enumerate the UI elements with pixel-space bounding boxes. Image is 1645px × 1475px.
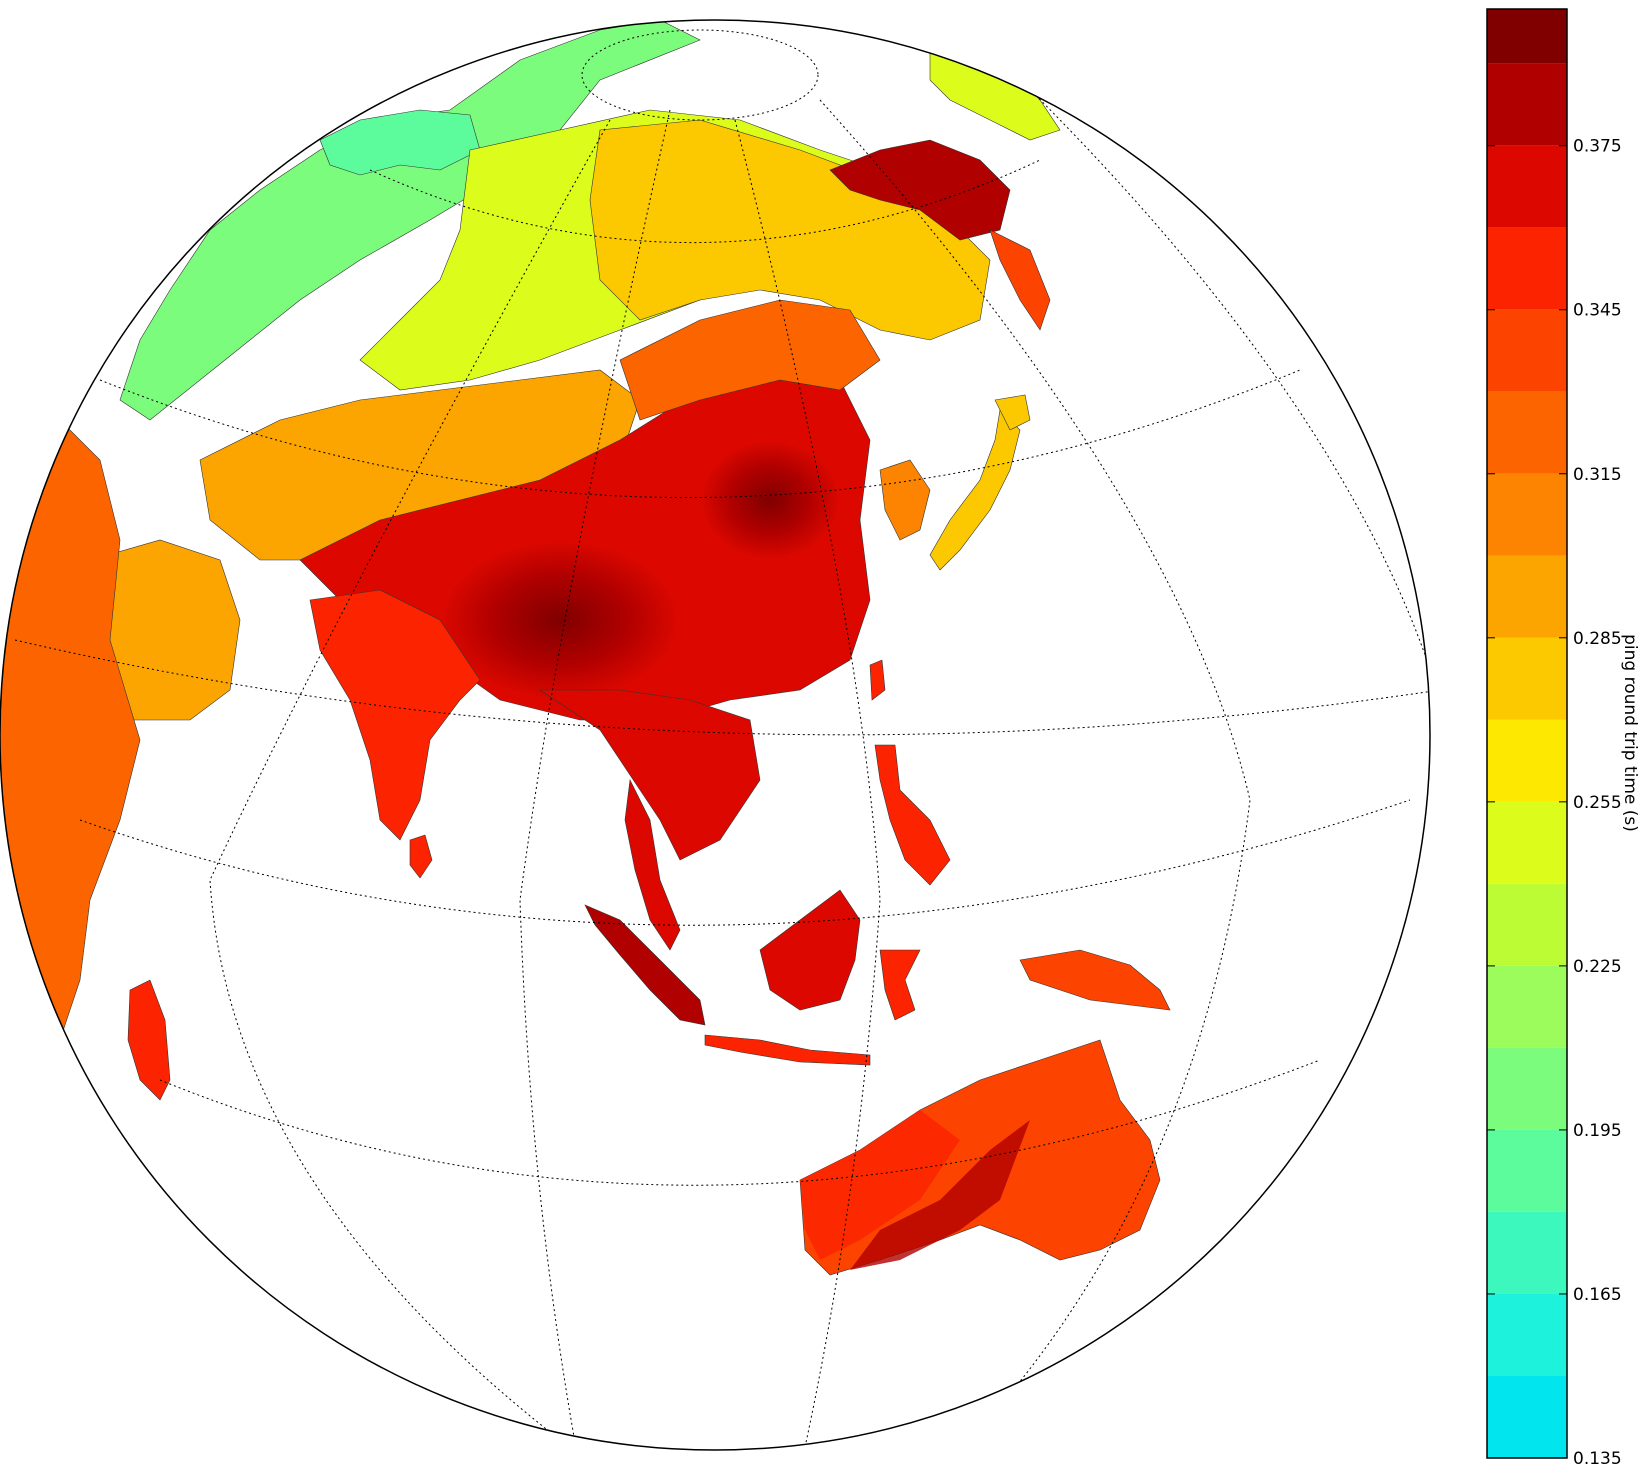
colorbar-band bbox=[1487, 1129, 1567, 1212]
colorbar-band bbox=[1487, 63, 1567, 146]
heat-core-north-china bbox=[700, 440, 840, 560]
colorbar-tick-label: 0.225 bbox=[1573, 957, 1622, 977]
colorbar-label: ping round trip time (s) bbox=[1620, 634, 1640, 832]
land-new-guinea bbox=[1019, 949, 1171, 1011]
colorbar-tick-label: 0.135 bbox=[1573, 1449, 1622, 1469]
colorbar-tick-label: 0.345 bbox=[1573, 301, 1622, 321]
land-far-east bbox=[829, 139, 1011, 241]
colorbar-tick-label: 0.375 bbox=[1573, 137, 1622, 157]
land-kamchatka bbox=[989, 229, 1051, 331]
graticule-meridian-2 bbox=[519, 109, 671, 1450]
colorbar-tick-label: 0.195 bbox=[1573, 1121, 1622, 1141]
colorbar-band bbox=[1487, 473, 1567, 556]
globe-outline bbox=[0, 19, 1431, 1451]
colorbar-band bbox=[1487, 391, 1567, 474]
land-scandinavia bbox=[319, 109, 481, 176]
colorbar-band bbox=[1487, 719, 1567, 802]
land-philippines bbox=[874, 744, 951, 886]
colorbar-band bbox=[1487, 145, 1567, 228]
land-taiwan bbox=[869, 659, 886, 701]
land-malay-peninsula bbox=[624, 778, 681, 951]
land-india bbox=[309, 589, 481, 841]
colorbar-tick-label: 0.255 bbox=[1573, 793, 1622, 813]
colorbar-band bbox=[1487, 9, 1567, 64]
colorbar-bands bbox=[1487, 9, 1567, 1458]
colorbar-band bbox=[1487, 1211, 1567, 1294]
graticule-meridian-3 bbox=[734, 119, 881, 1450]
land-borneo bbox=[759, 889, 861, 1011]
colorbar-band bbox=[1487, 801, 1567, 884]
colorbar-band bbox=[1487, 1047, 1567, 1130]
colorbar-band bbox=[1487, 309, 1567, 392]
land-hokkaido bbox=[994, 394, 1031, 431]
colorbar-band bbox=[1487, 555, 1567, 638]
land-sumatra bbox=[584, 904, 706, 1026]
graticule-parallel-5 bbox=[159, 1059, 1321, 1186]
colorbar-tick-label: 0.165 bbox=[1573, 1285, 1622, 1305]
graticule-meridian-1 bbox=[209, 119, 611, 1450]
globe-map bbox=[0, 19, 1431, 1451]
land-korea bbox=[879, 459, 931, 541]
graticule-parallel-2 bbox=[99, 369, 1301, 498]
heat-core-tibet bbox=[440, 540, 680, 700]
colorbar-band bbox=[1487, 965, 1567, 1048]
land-masses bbox=[0, 20, 1171, 1276]
land-java bbox=[704, 1034, 871, 1066]
land-japan bbox=[929, 409, 1021, 571]
land-australia-west bbox=[800, 1110, 960, 1260]
graticule-parallel-1 bbox=[369, 159, 1041, 244]
colorbar-band bbox=[1487, 883, 1567, 966]
graticule-parallel-4 bbox=[79, 799, 1411, 926]
graticule-parallel-3 bbox=[14, 639, 1430, 736]
graticule bbox=[14, 29, 1430, 1450]
colorbar-tick-label: 0.285 bbox=[1573, 629, 1622, 649]
land-madagascar bbox=[127, 979, 171, 1101]
colorbar-band bbox=[1487, 637, 1567, 720]
land-sulawesi bbox=[879, 949, 921, 1021]
land-sri-lanka bbox=[409, 834, 433, 879]
land-mongolia bbox=[619, 299, 881, 421]
colorbar-frame bbox=[1486, 8, 1568, 1459]
graticule-meridian-5 bbox=[999, 59, 1430, 701]
colorbar-band bbox=[1487, 1375, 1567, 1458]
colorbar-ticks: 0.135 0.165 0.195 0.225 0.255 0.285 0.315 0.345… bbox=[1487, 137, 1622, 1469]
colorbar-band bbox=[1487, 1293, 1567, 1376]
land-indochina bbox=[539, 689, 761, 861]
graticule-polar-circle bbox=[581, 29, 819, 121]
colorbar: 0.135 0.165 0.195 0.225 0.255 0.285 0.315 0.345… bbox=[1486, 8, 1640, 1469]
land-siberia bbox=[589, 119, 991, 341]
colorbar-band bbox=[1487, 227, 1567, 310]
colorbar-tick-label: 0.315 bbox=[1573, 465, 1622, 485]
